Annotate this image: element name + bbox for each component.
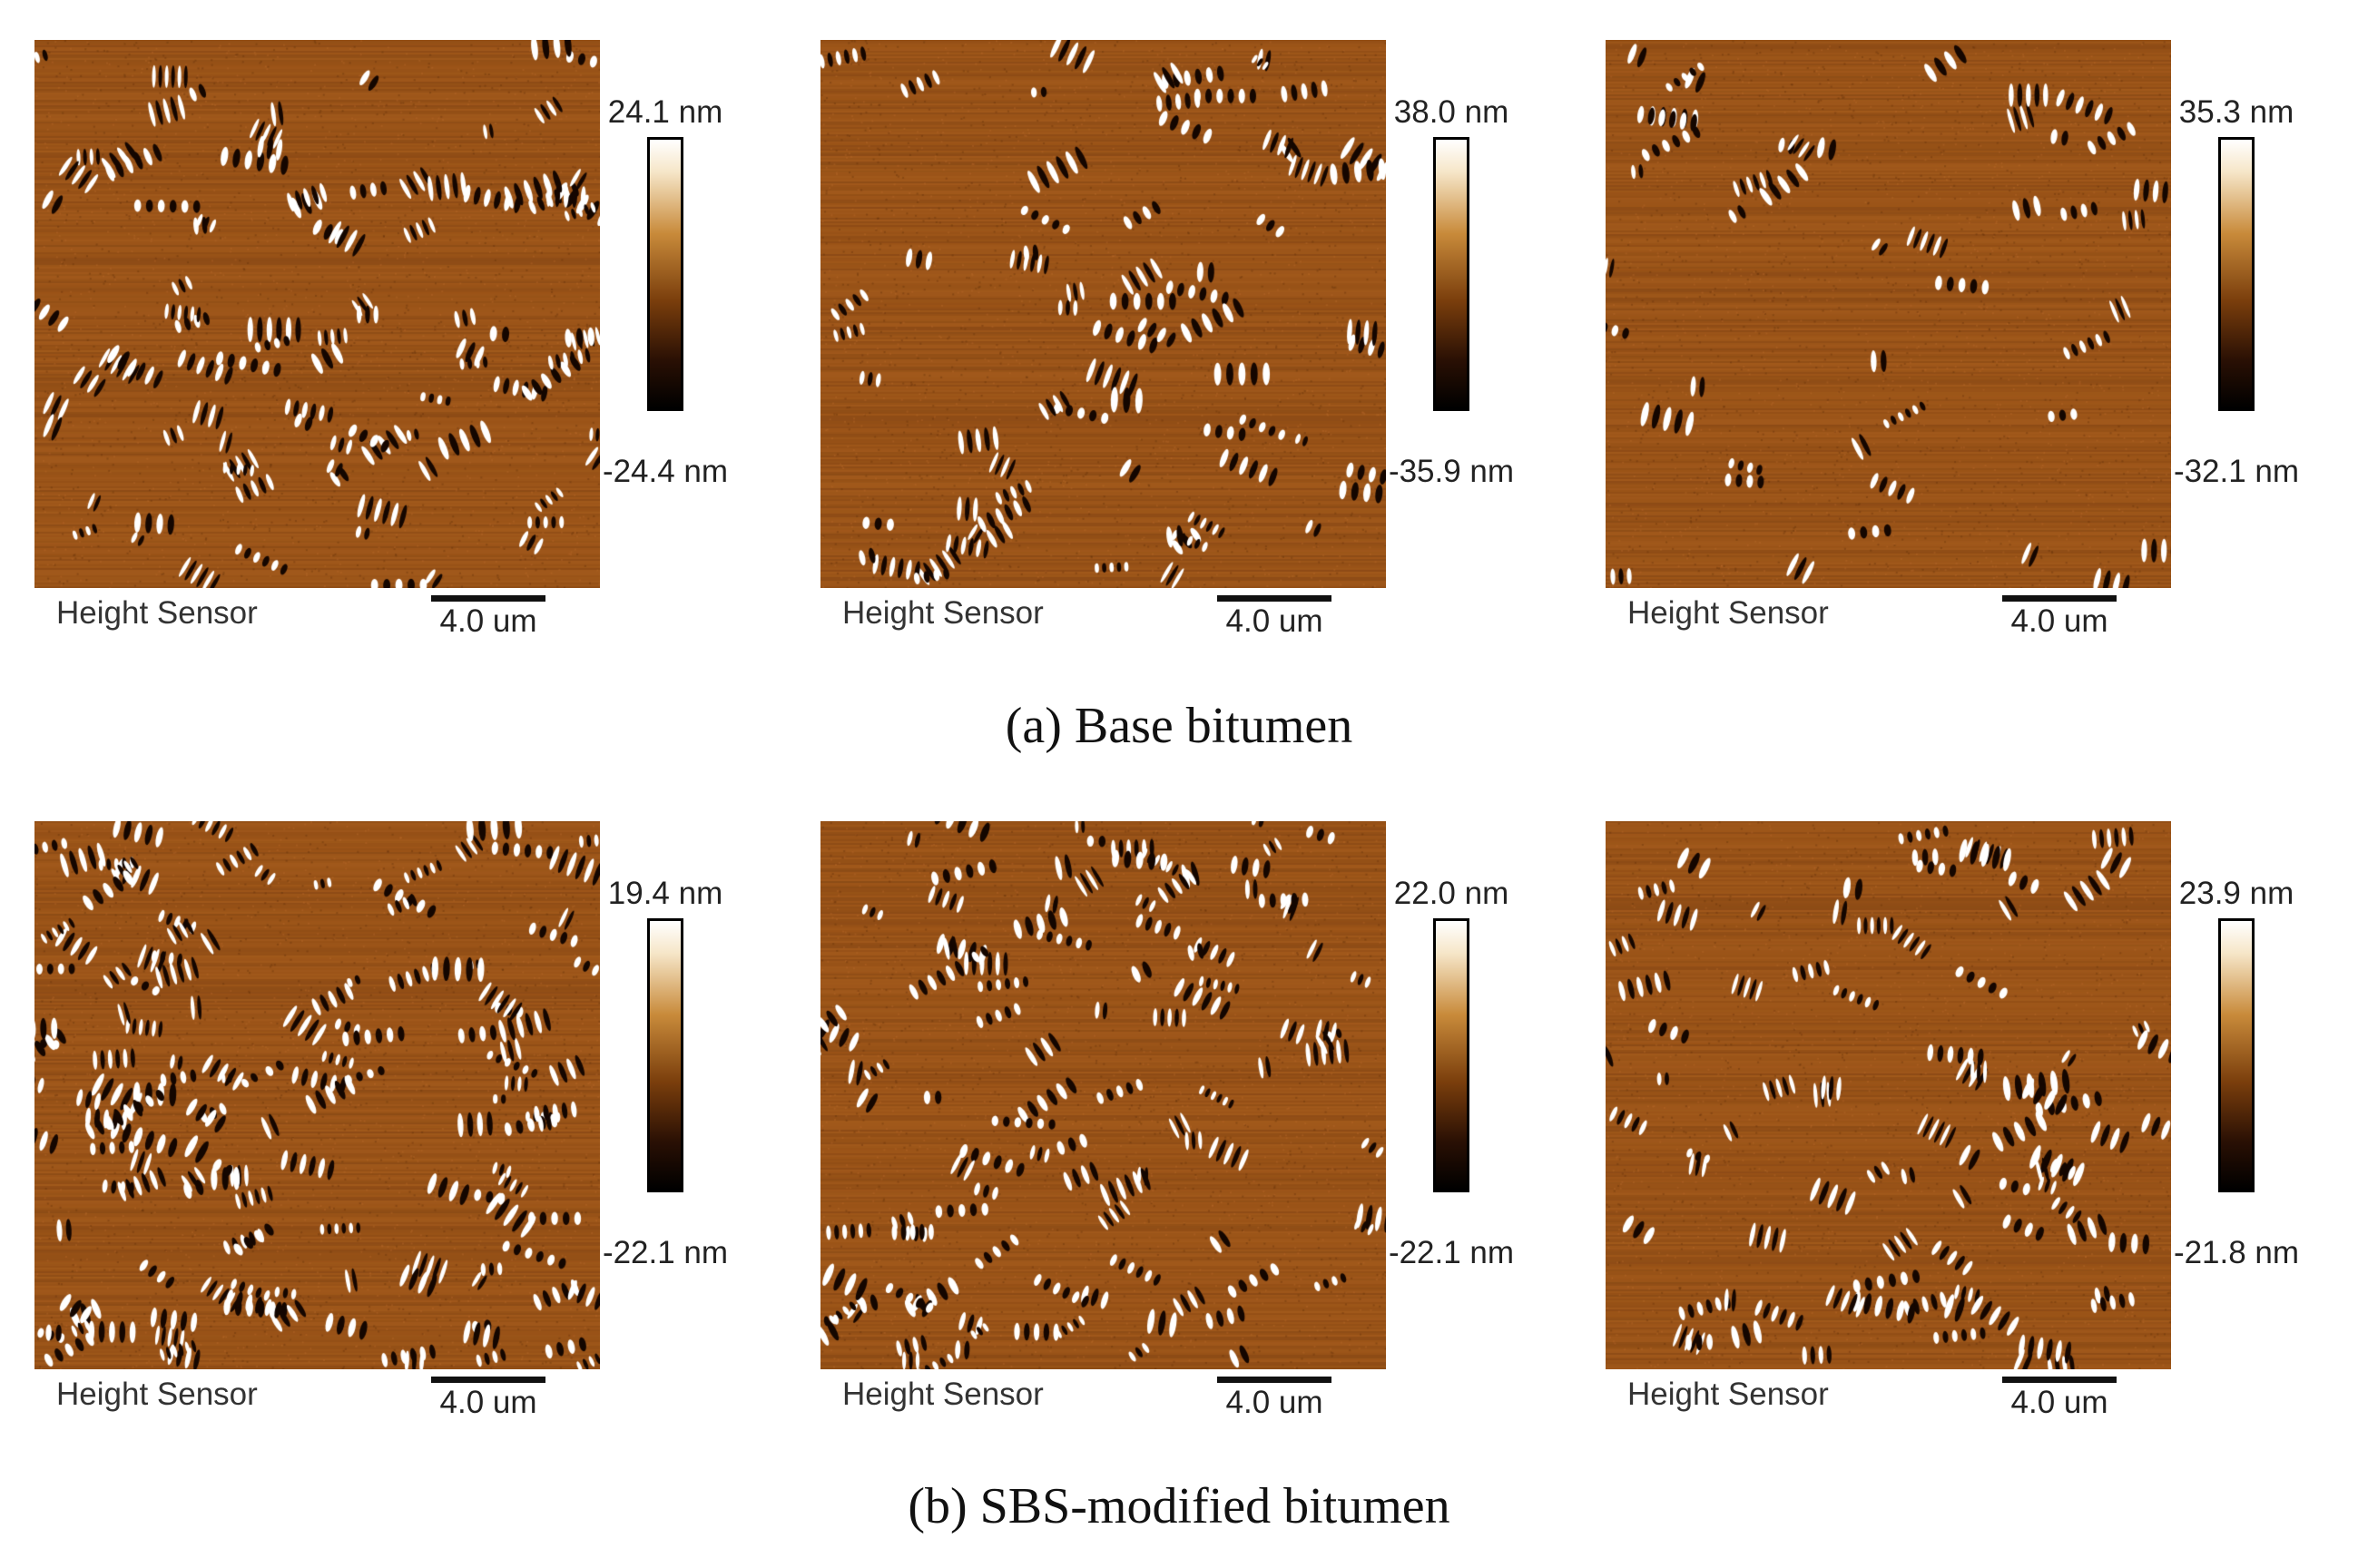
height-colorbar [647,918,683,1192]
colorbar-max-label: 22.0 nm [1393,876,1509,911]
afm-panel-a2: Height Sensor 4.0 um 38.0 nm -35.9 nm [786,0,1574,646]
colorbar-max-label: 23.9 nm [2178,876,2294,911]
group-label-b: (b) SBS-modified bitumen [908,1478,1450,1534]
afm-height-image [1606,40,2171,588]
afm-panel-b3: Height Sensor 4.0 um 23.9 nm -21.8 nm [1571,781,2358,1427]
afm-panel-b1: Height Sensor 4.0 um 19.4 nm -22.1 nm [0,781,788,1427]
scale-bar-label: 4.0 um [2010,1385,2108,1420]
scale-bar-label: 4.0 um [1225,1385,1323,1420]
scale-bar [2002,1377,2117,1383]
colorbar-min-label: -32.1 nm [2173,454,2300,489]
afm-height-image [820,821,1386,1369]
afm-height-image [34,40,600,588]
colorbar-max-label: 24.1 nm [607,94,723,130]
height-colorbar [2218,918,2255,1192]
afm-height-image [34,821,600,1369]
panel-caption: Height Sensor [1627,1377,1829,1412]
afm-height-image [820,40,1386,588]
scale-bar-label: 4.0 um [1225,603,1323,639]
scale-bar-label: 4.0 um [439,603,537,639]
colorbar-max-label: 35.3 nm [2178,94,2294,130]
colorbar-min-label: -21.8 nm [2173,1235,2300,1270]
panel-caption: Height Sensor [56,595,258,631]
afm-panel-a3: Height Sensor 4.0 um 35.3 nm -32.1 nm [1571,0,2358,646]
colorbar-min-label: -24.4 nm [602,454,729,489]
height-colorbar [1433,137,1469,411]
scale-bar [1217,595,1331,602]
scale-bar [431,1377,545,1383]
height-colorbar [1433,918,1469,1192]
panel-caption: Height Sensor [1627,595,1829,631]
panel-caption: Height Sensor [842,1377,1044,1412]
height-colorbar [647,137,683,411]
scale-bar-label: 4.0 um [439,1385,537,1420]
scale-bar [431,595,545,602]
colorbar-min-label: -35.9 nm [1388,454,1515,489]
scale-bar-label: 4.0 um [2010,603,2108,639]
height-colorbar [2218,137,2255,411]
colorbar-min-label: -22.1 nm [602,1235,729,1270]
afm-panel-b2: Height Sensor 4.0 um 22.0 nm -22.1 nm [786,781,1574,1427]
colorbar-min-label: -22.1 nm [1388,1235,1515,1270]
afm-height-image [1606,821,2171,1369]
scale-bar [2002,595,2117,602]
colorbar-max-label: 19.4 nm [607,876,723,911]
panel-caption: Height Sensor [56,1377,258,1412]
scale-bar [1217,1377,1331,1383]
panel-caption: Height Sensor [842,595,1044,631]
colorbar-max-label: 38.0 nm [1393,94,1509,130]
group-label-a: (a) Base bitumen [1005,698,1353,754]
afm-panel-a1: Height Sensor 4.0 um 24.1 nm -24.4 nm [0,0,788,646]
